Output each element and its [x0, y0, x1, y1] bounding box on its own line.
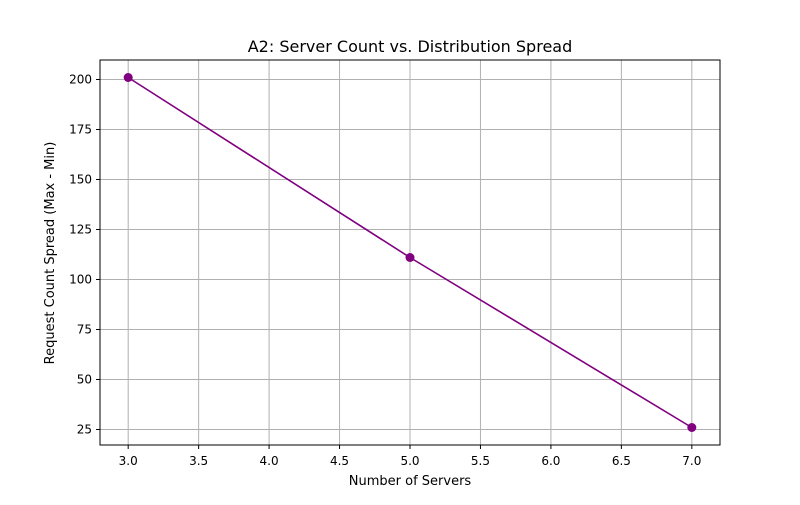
x-tick-label: 5.5: [471, 454, 490, 468]
y-tick-label: 125: [69, 223, 92, 237]
x-axis-label: Number of Servers: [349, 474, 472, 489]
y-tick-label: 175: [69, 123, 92, 137]
data-point-marker: [123, 73, 133, 82]
y-tick-label: 50: [77, 373, 92, 387]
y-tick-label: 100: [69, 273, 92, 287]
x-tick-label: 4.5: [330, 454, 349, 468]
y-tick-label: 75: [77, 323, 92, 337]
x-tick-label: 4.0: [260, 454, 279, 468]
grid: [100, 60, 720, 445]
data-point-marker: [687, 423, 697, 432]
y-tick-label: 150: [69, 173, 92, 187]
x-tick-label: 6.0: [541, 454, 560, 468]
y-axis-label: Request Count Spread (Max - Min): [43, 142, 58, 365]
plot-series: [123, 73, 697, 432]
y-tick-label: 200: [69, 73, 92, 87]
x-tick-label: 5.0: [400, 454, 419, 468]
x-tick-label: 3.0: [119, 454, 138, 468]
y-tick-label: 25: [77, 423, 92, 437]
x-tick-label: 6.5: [612, 454, 631, 468]
chart-title: A2: Server Count vs. Distribution Spread: [248, 37, 573, 56]
data-point-marker: [405, 253, 415, 262]
x-tick-label: 3.5: [189, 454, 208, 468]
axis-ticks: 3.0 3.5 4.0 4.5 5.0 5.5 6.0 6.5 7.0 25 50 75 100 125 1…: [69, 73, 701, 469]
x-tick-label: 7.0: [682, 454, 701, 468]
